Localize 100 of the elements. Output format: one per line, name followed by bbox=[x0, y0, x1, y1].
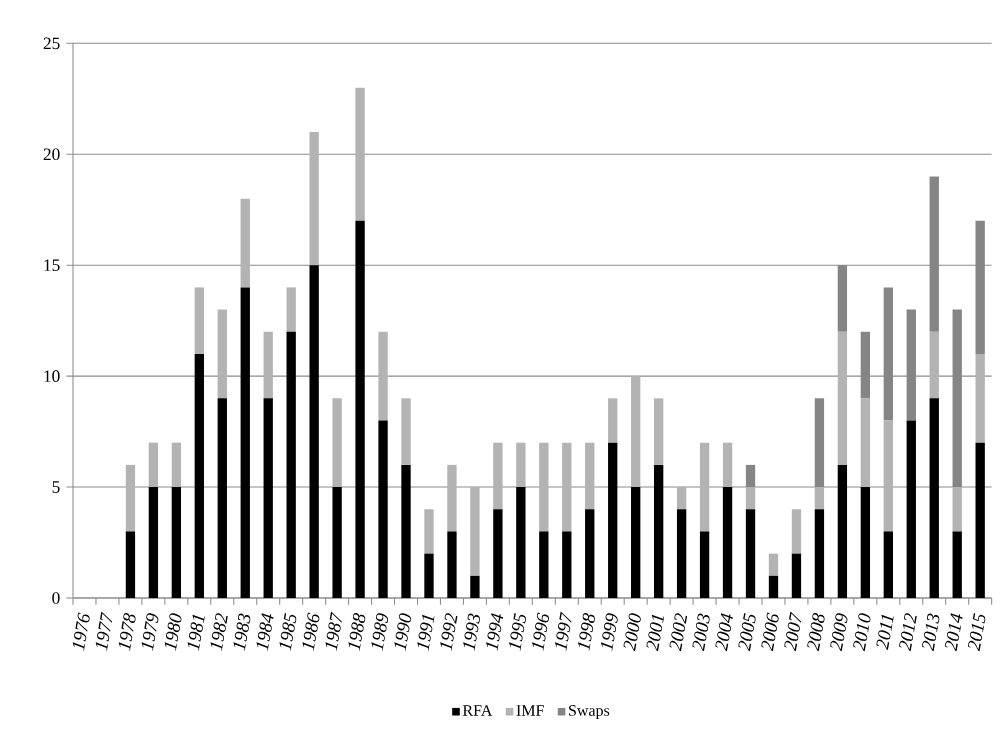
bar bbox=[240, 287, 250, 598]
bar bbox=[355, 87, 365, 221]
x-tick-label: 2012 bbox=[899, 613, 917, 652]
bar bbox=[516, 442, 526, 488]
bar bbox=[585, 442, 595, 510]
bar bbox=[860, 487, 871, 598]
bar bbox=[194, 287, 204, 354]
bar bbox=[447, 531, 457, 598]
bar bbox=[722, 487, 733, 598]
bar bbox=[975, 353, 985, 443]
bar bbox=[768, 575, 779, 598]
bar bbox=[745, 464, 756, 488]
bar bbox=[286, 287, 296, 332]
bar bbox=[745, 487, 756, 510]
bar bbox=[401, 398, 411, 465]
y-tick-label: 25 bbox=[43, 37, 60, 50]
bar bbox=[309, 132, 319, 266]
y-tick-label: 15 bbox=[44, 259, 60, 272]
bar bbox=[447, 464, 457, 532]
bar bbox=[814, 487, 825, 510]
bar bbox=[493, 442, 503, 510]
bar bbox=[217, 398, 227, 598]
x-tick-label: 1992 bbox=[440, 613, 458, 651]
bar bbox=[699, 442, 710, 532]
bar bbox=[768, 553, 779, 576]
x-tick-label: 1980 bbox=[164, 613, 182, 651]
y-tick-label: 5 bbox=[52, 481, 60, 493]
bar bbox=[791, 553, 802, 598]
x-tick-label: 2013 bbox=[922, 613, 940, 652]
x-tick-label: 1977 bbox=[95, 611, 113, 651]
bar bbox=[860, 398, 871, 488]
bar bbox=[929, 176, 939, 332]
bar bbox=[676, 487, 687, 510]
bar bbox=[470, 487, 480, 576]
y-tick-label: 0 bbox=[52, 592, 60, 604]
bar bbox=[217, 309, 227, 399]
bar bbox=[355, 220, 365, 598]
x-tick-label: 1984 bbox=[256, 613, 274, 651]
bar bbox=[539, 531, 549, 598]
x-tick-label: 2007 bbox=[784, 611, 802, 652]
x-tick-label: 2011 bbox=[876, 614, 894, 650]
bar bbox=[952, 531, 962, 598]
bar bbox=[539, 442, 549, 532]
bar bbox=[745, 509, 756, 598]
bar bbox=[906, 420, 916, 598]
bar bbox=[401, 464, 411, 598]
x-tick-label: 1999 bbox=[600, 613, 618, 651]
x-tick-label: 1976 bbox=[72, 612, 90, 651]
x-tick-label: 2004 bbox=[715, 613, 733, 652]
bar bbox=[263, 398, 273, 598]
x-tick-label: 1982 bbox=[210, 613, 228, 651]
x-tick-label: 2014 bbox=[945, 613, 963, 652]
bar bbox=[516, 487, 526, 598]
bar bbox=[883, 420, 893, 532]
bar bbox=[286, 331, 296, 598]
x-tick-label: 2008 bbox=[807, 612, 825, 652]
bar bbox=[975, 220, 985, 354]
bar bbox=[493, 509, 503, 598]
bar bbox=[952, 309, 962, 488]
bar bbox=[608, 398, 618, 443]
bar bbox=[194, 353, 204, 598]
bar bbox=[585, 509, 595, 598]
bar bbox=[309, 265, 319, 598]
x-tick-label: 1983 bbox=[233, 613, 251, 651]
bar bbox=[883, 287, 893, 421]
x-tick-label: 1998 bbox=[578, 612, 595, 651]
legend-label: Swaps bbox=[569, 705, 610, 720]
bar bbox=[653, 464, 664, 598]
bar bbox=[814, 398, 825, 488]
x-tick-label: 2003 bbox=[692, 613, 710, 652]
x-tick-label: 2009 bbox=[830, 613, 848, 652]
bar bbox=[562, 531, 572, 598]
x-tick-label: 1979 bbox=[141, 613, 159, 651]
bar bbox=[631, 487, 641, 598]
bar bbox=[148, 487, 159, 598]
legend-label: IMF bbox=[516, 705, 544, 716]
bar bbox=[125, 531, 136, 598]
x-tick-label: 1985 bbox=[279, 612, 297, 651]
x-tick-label: 2010 bbox=[853, 613, 871, 652]
bar bbox=[791, 509, 802, 554]
bar bbox=[263, 331, 273, 399]
bar bbox=[837, 331, 848, 465]
bar bbox=[929, 331, 939, 399]
bar bbox=[883, 531, 893, 598]
x-tick-label: 1986 bbox=[302, 612, 320, 651]
x-tick-label: 2005 bbox=[738, 612, 756, 652]
x-tick-label: 2015 bbox=[968, 612, 986, 652]
x-tick-label: 1995 bbox=[509, 612, 526, 651]
legend-label: RFA bbox=[462, 705, 493, 716]
y-tick-label: 20 bbox=[43, 148, 60, 161]
bar bbox=[837, 265, 848, 332]
x-tick-label: 1993 bbox=[463, 613, 480, 651]
bar bbox=[148, 442, 159, 488]
x-tick-label: 1994 bbox=[486, 613, 504, 651]
bar bbox=[837, 464, 848, 598]
bar bbox=[631, 376, 641, 488]
bar bbox=[332, 487, 342, 598]
bar bbox=[125, 464, 136, 532]
bar bbox=[608, 442, 618, 598]
bar bbox=[562, 442, 572, 532]
